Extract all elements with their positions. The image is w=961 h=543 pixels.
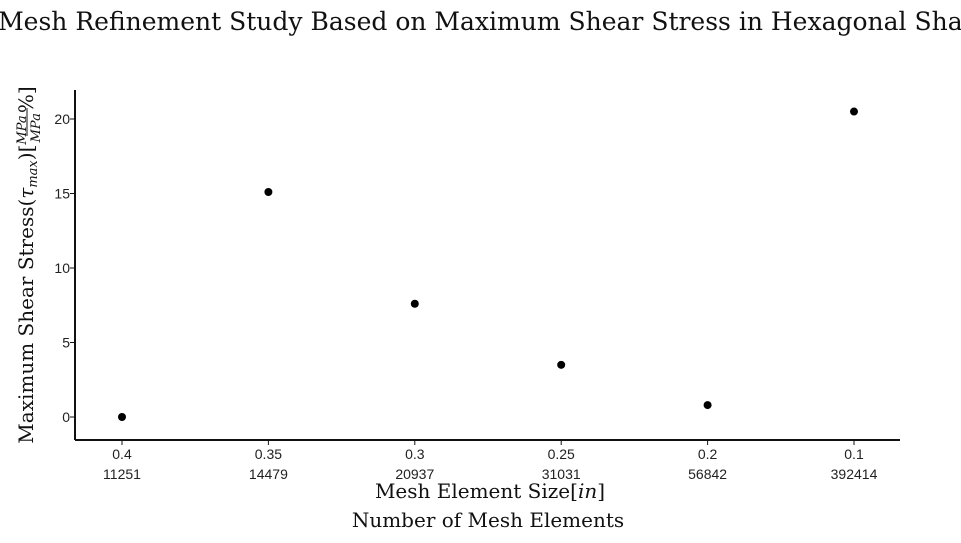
data-point [410,299,419,308]
x-tick-label: 0.25 [548,446,575,462]
x-axis-label-text: Mesh Element Size [375,479,570,503]
x-tick-label: 0.35 [255,446,282,462]
data-points [118,107,858,421]
chart-title: Mesh Refinement Study Based on Maximum S… [0,7,961,36]
y-tick-label: 15 [54,186,70,202]
x-axis-label-bracket-close: ] [597,479,605,503]
y-ticks: 0 5 10 15 20 [54,111,75,425]
data-point [850,107,858,116]
y-axis-paren-close: )[ [14,145,38,161]
y-axis-symbol: τ [14,187,38,199]
x-axis-label: Mesh Element Size[in] [375,479,605,503]
x-tick-label-secondary: 56842 [688,466,727,482]
x-tick-label: 0.4 [112,446,132,462]
y-tick-label: 0 [62,409,70,425]
y-axis-symbol-sub: max [26,160,41,188]
x-tick-label-secondary: 14479 [249,466,288,482]
y-axis-label-group: Maximum Shear Stress(τmax)[MPaMPa%] [14,86,44,443]
x-tick-label-secondary: 31031 [542,466,581,482]
y-axis-unit-den: MPa [29,113,44,143]
y-axis-label-text: Maximum Shear Stress [14,207,38,444]
axes [74,90,900,441]
data-point [703,401,712,410]
x-tick-label: 0.3 [405,446,425,462]
x-ticks: 0.4 11251 0.35 14479 0.3 20937 0.25 31031 0.2 568… [103,440,878,482]
x-tick-label: 0.1 [844,446,864,462]
y-tick-label: 10 [54,260,70,276]
data-point [557,360,566,369]
y-tick-label: 20 [54,111,70,127]
y-axis-label: Maximum Shear Stress(τmax)[MPaMPa%] [14,86,44,443]
x-tick-label-secondary: 11251 [103,466,141,482]
data-point [264,188,273,197]
x-tick-label-secondary: 392414 [831,466,878,482]
y-axis-paren-open: ( [14,199,38,207]
x-axis-unit: in [578,479,597,503]
data-point [118,413,126,421]
x-tick-label: 0.2 [698,446,718,462]
x-tick-label-secondary: 20937 [395,466,434,482]
x-axis-label-secondary: Number of Mesh Elements [352,508,624,532]
y-axis-bracket-close: ] [14,86,38,94]
y-axis-unit-suffix: % [14,94,38,113]
y-tick-label: 5 [62,335,70,351]
y-axis-unit-num: MPa [15,115,30,145]
x-axis-label-bracket-open: [ [570,479,578,503]
